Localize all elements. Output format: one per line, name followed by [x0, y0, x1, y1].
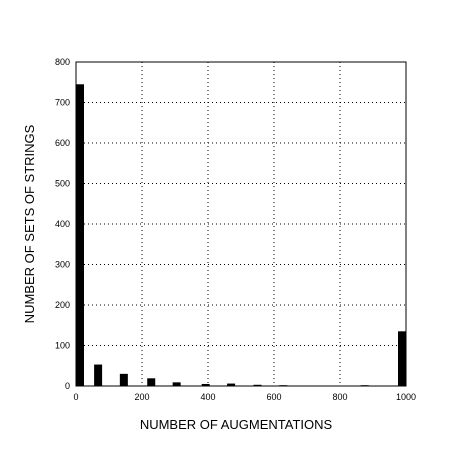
x-tick-label: 1000: [396, 392, 416, 402]
x-tick-label: 0: [73, 392, 78, 402]
y-tick-label: 500: [55, 179, 70, 189]
y-tick-label: 0: [65, 381, 70, 391]
x-tick-label: 400: [200, 392, 215, 402]
bars: [76, 84, 406, 387]
bar: [360, 385, 369, 386]
y-tick-label: 100: [55, 341, 70, 351]
x-tick-label: 800: [332, 392, 347, 402]
y-axis-label: NUMBER OF SETS OF STRINGS: [22, 124, 37, 323]
x-tick-label: 200: [134, 392, 149, 402]
bar: [147, 378, 156, 386]
bar: [201, 383, 210, 386]
bar: [253, 384, 262, 386]
bar: [94, 364, 103, 386]
y-tick-label: 300: [55, 260, 70, 270]
bar: [398, 331, 406, 386]
y-tick-label: 200: [55, 300, 70, 310]
bar: [227, 383, 236, 386]
y-tick-label: 800: [55, 57, 70, 67]
y-tick-label: 400: [55, 219, 70, 229]
y-tick-label: 600: [55, 138, 70, 148]
bar: [119, 373, 128, 386]
gridlines: [76, 62, 406, 386]
y-tick-labels: 0 100 200 300 400 500 600 700 800: [55, 57, 70, 391]
x-axis-label: NUMBER OF AUGMENTATIONS: [140, 417, 333, 432]
y-tick-label: 700: [55, 98, 70, 108]
bar: [76, 84, 84, 387]
bar: [279, 385, 288, 386]
x-tick-labels: 0 200 400 600 800 1000: [73, 392, 416, 402]
bar: [172, 382, 181, 386]
x-tick-label: 600: [266, 392, 281, 402]
